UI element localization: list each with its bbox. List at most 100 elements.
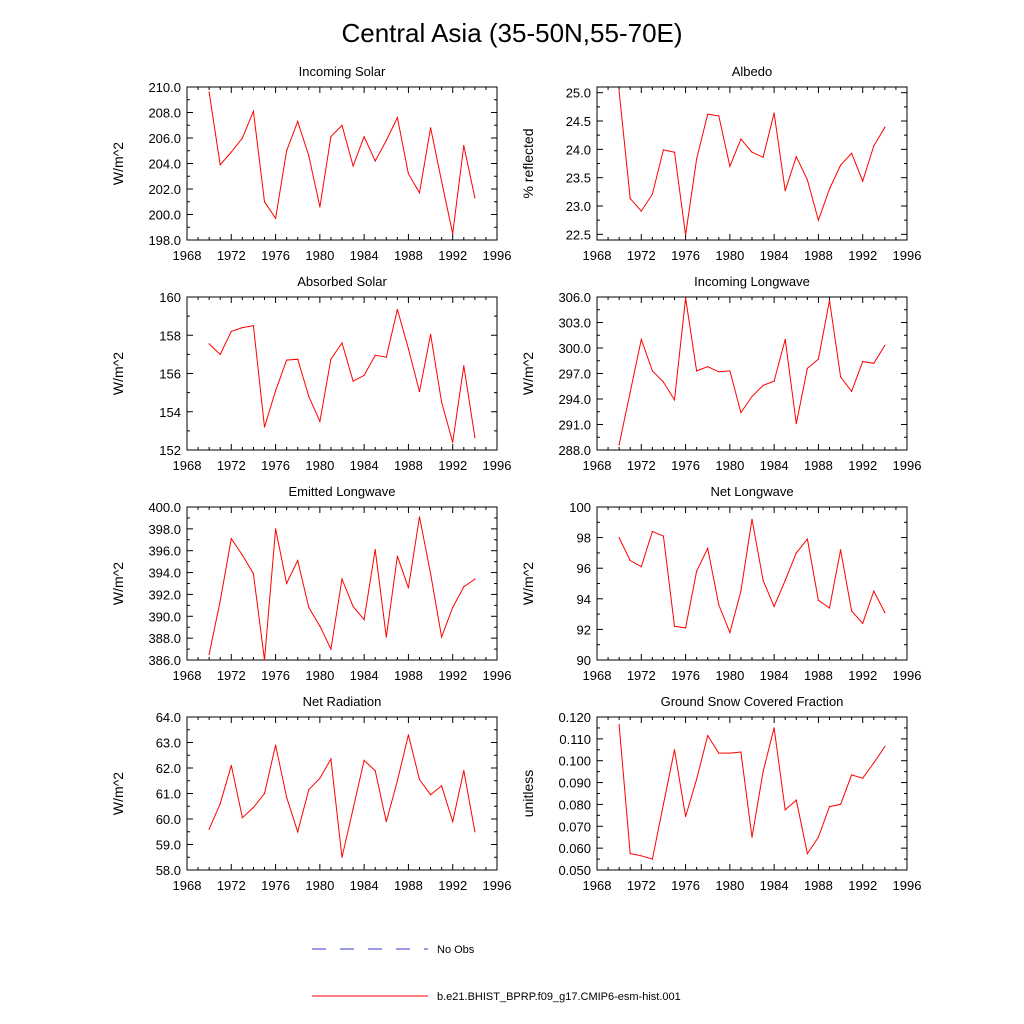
data-point (851, 774, 853, 776)
data-point (463, 145, 465, 147)
x-tick-label: 1976 (671, 458, 700, 473)
data-point (851, 610, 853, 612)
data-point (806, 538, 808, 540)
data-point (795, 799, 797, 801)
chart-title: Net Radiation (303, 694, 382, 709)
chart-incoming-longwave: Incoming Longwave W/m^2 1968 1972 1976 1980 19… (520, 274, 921, 473)
data-point (784, 809, 786, 811)
data-point (230, 538, 232, 540)
x-tick-label: 1976 (261, 668, 290, 683)
x-tick-label: 1972 (217, 458, 246, 473)
data-point (696, 158, 698, 160)
data-point (374, 549, 376, 551)
y-tick-label: 396.0 (148, 544, 181, 559)
data-point (385, 820, 387, 823)
x-tick-label: 1988 (394, 458, 423, 473)
x-tick-label: 1996 (893, 248, 922, 263)
x-tick-label: 1984 (760, 248, 789, 263)
x-tick-label: 1972 (627, 668, 656, 683)
plot-frame (186, 716, 498, 871)
data-point (629, 391, 631, 393)
y-tick-label: 394.0 (148, 566, 181, 581)
data-point (418, 391, 421, 393)
data-point (828, 607, 831, 609)
series-line-emitted-longwave (208, 516, 476, 661)
x-tick-label: 1984 (350, 458, 379, 473)
y-tick-label: 386.0 (148, 653, 181, 668)
data-point (618, 537, 620, 539)
data-point (429, 333, 432, 335)
x-tick-label: 1968 (173, 668, 202, 683)
data-point (230, 330, 232, 333)
data-point (308, 789, 310, 791)
y-axis-label: unitless (520, 770, 536, 817)
data-point (673, 151, 676, 153)
data-point (429, 127, 432, 129)
y-tick-label: 98 (577, 531, 591, 546)
data-point (286, 150, 288, 152)
data-point (341, 856, 343, 858)
data-point (341, 124, 343, 126)
data-point (208, 828, 210, 830)
data-point (651, 530, 653, 533)
y-tick-label: 0.110 (559, 732, 591, 747)
data-point (740, 412, 742, 414)
data-point (795, 552, 797, 554)
data-point (651, 193, 653, 195)
data-point (263, 792, 266, 795)
data-point (396, 780, 398, 782)
data-point (884, 126, 886, 128)
y-tick-label: 22.5 (566, 227, 591, 242)
data-point (252, 110, 255, 112)
y-tick-label: 208.0 (148, 106, 181, 121)
chart-title: Incoming Solar (299, 64, 386, 79)
data-point (873, 362, 875, 364)
y-tick-label: 200.0 (148, 208, 181, 223)
x-tick-label: 1988 (804, 668, 833, 683)
data-point (839, 164, 842, 166)
data-point (330, 758, 332, 760)
x-tick-label: 1976 (671, 248, 700, 263)
data-point (651, 858, 653, 860)
data-point (773, 380, 775, 382)
data-point (751, 836, 753, 838)
y-tick-label: 294.0 (558, 392, 591, 407)
data-point (374, 769, 376, 772)
y-axis-label: W/m^2 (520, 352, 536, 395)
x-tick-label: 1976 (261, 878, 290, 893)
y-tick-label: 59.0 (156, 838, 181, 853)
legend: No Obs b.e21.BHIST_BPRP.f09_g17.CMIP6-es… (312, 944, 681, 1003)
data-point (762, 384, 764, 386)
x-tick-label: 1968 (173, 458, 202, 473)
data-point (729, 752, 731, 754)
x-tick-label: 1976 (671, 668, 700, 683)
chart-net-longwave: Net Longwave W/m^2 1968 1972 1976 1980 1984 198… (520, 484, 921, 683)
data-point (740, 751, 742, 753)
data-point (452, 233, 454, 235)
data-point (219, 164, 221, 166)
data-point (418, 778, 421, 781)
data-point (286, 796, 288, 798)
y-tick-label: 62.0 (156, 761, 181, 776)
data-point (662, 381, 665, 383)
data-point (640, 338, 642, 341)
data-point (352, 605, 354, 608)
chart-title: Ground Snow Covered Fraction (661, 694, 844, 709)
data-point (618, 724, 620, 726)
y-tick-label: 0.100 (558, 754, 591, 769)
data-point (297, 559, 299, 562)
chart-title: Emitted Longwave (289, 484, 396, 499)
data-point (352, 808, 354, 810)
data-point (274, 528, 277, 530)
data-point (640, 210, 642, 212)
data-point (817, 358, 820, 360)
y-tick-label: 0.070 (558, 819, 591, 834)
data-point (751, 151, 753, 153)
x-tick-label: 1984 (350, 668, 379, 683)
x-tick-label: 1976 (671, 878, 700, 893)
panels: Incoming Solar W/m^2 1968 1972 1976 1980 1984 1… (110, 64, 921, 893)
y-tick-label: 64.0 (156, 710, 181, 725)
data-point (230, 764, 232, 767)
data-point (640, 855, 642, 857)
